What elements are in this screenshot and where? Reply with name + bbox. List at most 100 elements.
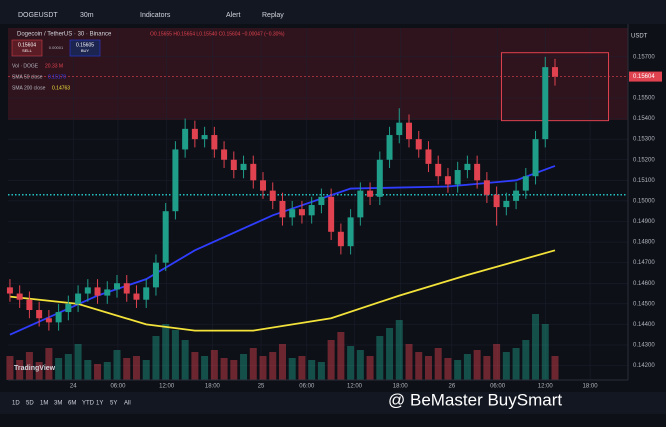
range-button[interactable]: 5D <box>26 401 34 407</box>
volume-bar <box>16 360 24 380</box>
volume-bar <box>181 340 189 380</box>
volume-bar <box>249 348 257 380</box>
candle-body <box>328 196 335 232</box>
candle-body <box>425 149 432 164</box>
x-tick-label: 18:00 <box>393 384 409 390</box>
range-button[interactable]: 6M <box>68 401 76 407</box>
candle-body <box>114 283 121 290</box>
currency: USDT <box>631 34 648 40</box>
candle-body <box>26 299 33 311</box>
sma200-value: 0.14763 <box>52 85 70 91</box>
range-button[interactable]: 3M <box>54 401 62 407</box>
ohlc: O0.15655 H0.15654 L0.15540 C0.15604 −0.0… <box>150 31 285 37</box>
symbol[interactable]: DOGEUSDT <box>18 12 58 19</box>
candle-body <box>45 318 52 323</box>
volume-bar <box>25 352 33 380</box>
candle-body <box>552 67 559 77</box>
volume-bar <box>522 340 530 380</box>
highlight-band <box>8 28 628 120</box>
candle-body <box>6 287 13 294</box>
candle-body <box>376 159 383 197</box>
candle-body <box>454 170 461 185</box>
x-tick-label: 18:00 <box>583 384 599 390</box>
candle-body <box>347 217 354 247</box>
y-tick-label: 0.15000 <box>633 198 655 204</box>
y-tick-label: 0.14500 <box>633 301 655 307</box>
range-button[interactable]: 5Y <box>110 401 117 407</box>
range-button[interactable]: 1Y <box>96 401 103 407</box>
candle-body <box>435 163 442 177</box>
volume-bar <box>541 324 549 380</box>
x-tick-label: 06:00 <box>110 384 126 390</box>
y-tick-label: 0.15400 <box>633 116 655 122</box>
buy: BUY <box>81 48 90 53</box>
volume-bar <box>74 344 82 380</box>
y-tick-label: 0.15500 <box>633 96 655 102</box>
candle-body <box>250 163 257 181</box>
volume-bar <box>94 364 102 380</box>
volume-bar <box>483 356 491 380</box>
sma50-label: SMA 50 close <box>12 74 43 80</box>
buy-button[interactable] <box>69 39 101 57</box>
candle-body <box>464 163 471 171</box>
volume-bar <box>327 340 335 380</box>
volume-bar <box>366 356 374 380</box>
candle-body <box>152 262 159 288</box>
candle-body <box>36 310 43 319</box>
sma50-line <box>9 165 556 336</box>
candle-body <box>357 190 364 218</box>
volume-bar <box>269 352 277 380</box>
candle-body <box>406 122 413 140</box>
volume-bar <box>551 356 559 380</box>
volume-bar <box>113 350 121 380</box>
candle-body <box>65 303 72 313</box>
range-button[interactable]: 1M <box>40 401 48 407</box>
range-button[interactable]: All <box>124 401 131 407</box>
volume-bar <box>317 362 325 380</box>
range-button[interactable]: 1D <box>12 401 20 407</box>
sell-button[interactable] <box>11 39 43 57</box>
volume-bar <box>434 348 442 380</box>
candle-body <box>513 190 520 201</box>
candle-body <box>94 287 101 296</box>
interval[interactable]: 30m <box>80 12 94 19</box>
sma200-label: SMA 200 close <box>12 85 46 91</box>
last-price-label: 0.15604 <box>633 74 655 80</box>
x-tick-label: 12:00 <box>538 384 554 390</box>
candle-body <box>532 139 539 177</box>
zone-box <box>500 52 610 122</box>
candle-body <box>474 163 481 181</box>
volume-bar <box>415 352 423 380</box>
candle-body <box>182 128 189 150</box>
volume-bar <box>395 320 403 380</box>
replay[interactable]: Replay <box>262 12 284 19</box>
volume-bar <box>220 358 228 380</box>
y-tick-label: 0.14400 <box>633 322 655 328</box>
indicators[interactable]: Indicators <box>140 12 171 19</box>
footer-bar <box>0 392 666 414</box>
candle-body <box>289 209 296 218</box>
candle-body <box>16 293 23 300</box>
buy-price: 0.15605 <box>76 42 94 48</box>
y-tick-label: 0.14800 <box>633 240 655 246</box>
x-tick-label: 24 <box>70 384 77 390</box>
candle-body <box>444 176 451 185</box>
sma50-value: 0.15170 <box>48 74 66 80</box>
volume-bar <box>240 354 248 380</box>
candle-body <box>143 287 150 300</box>
alert[interactable]: Alert <box>226 12 240 19</box>
candle-body <box>221 149 228 160</box>
volume-bar <box>502 352 510 380</box>
y-tick-label: 0.15100 <box>633 178 655 184</box>
candle-body <box>522 176 529 191</box>
volume-bar <box>103 362 111 380</box>
volume-bar <box>132 356 140 380</box>
volume-bar <box>230 360 238 380</box>
candle-body <box>201 135 208 140</box>
volume-bar <box>123 358 131 380</box>
volume-bar <box>532 314 540 380</box>
x-tick-label: 25 <box>258 384 265 390</box>
range-button[interactable]: YTD <box>82 401 95 407</box>
x-tick-label: 12:00 <box>347 384 363 390</box>
